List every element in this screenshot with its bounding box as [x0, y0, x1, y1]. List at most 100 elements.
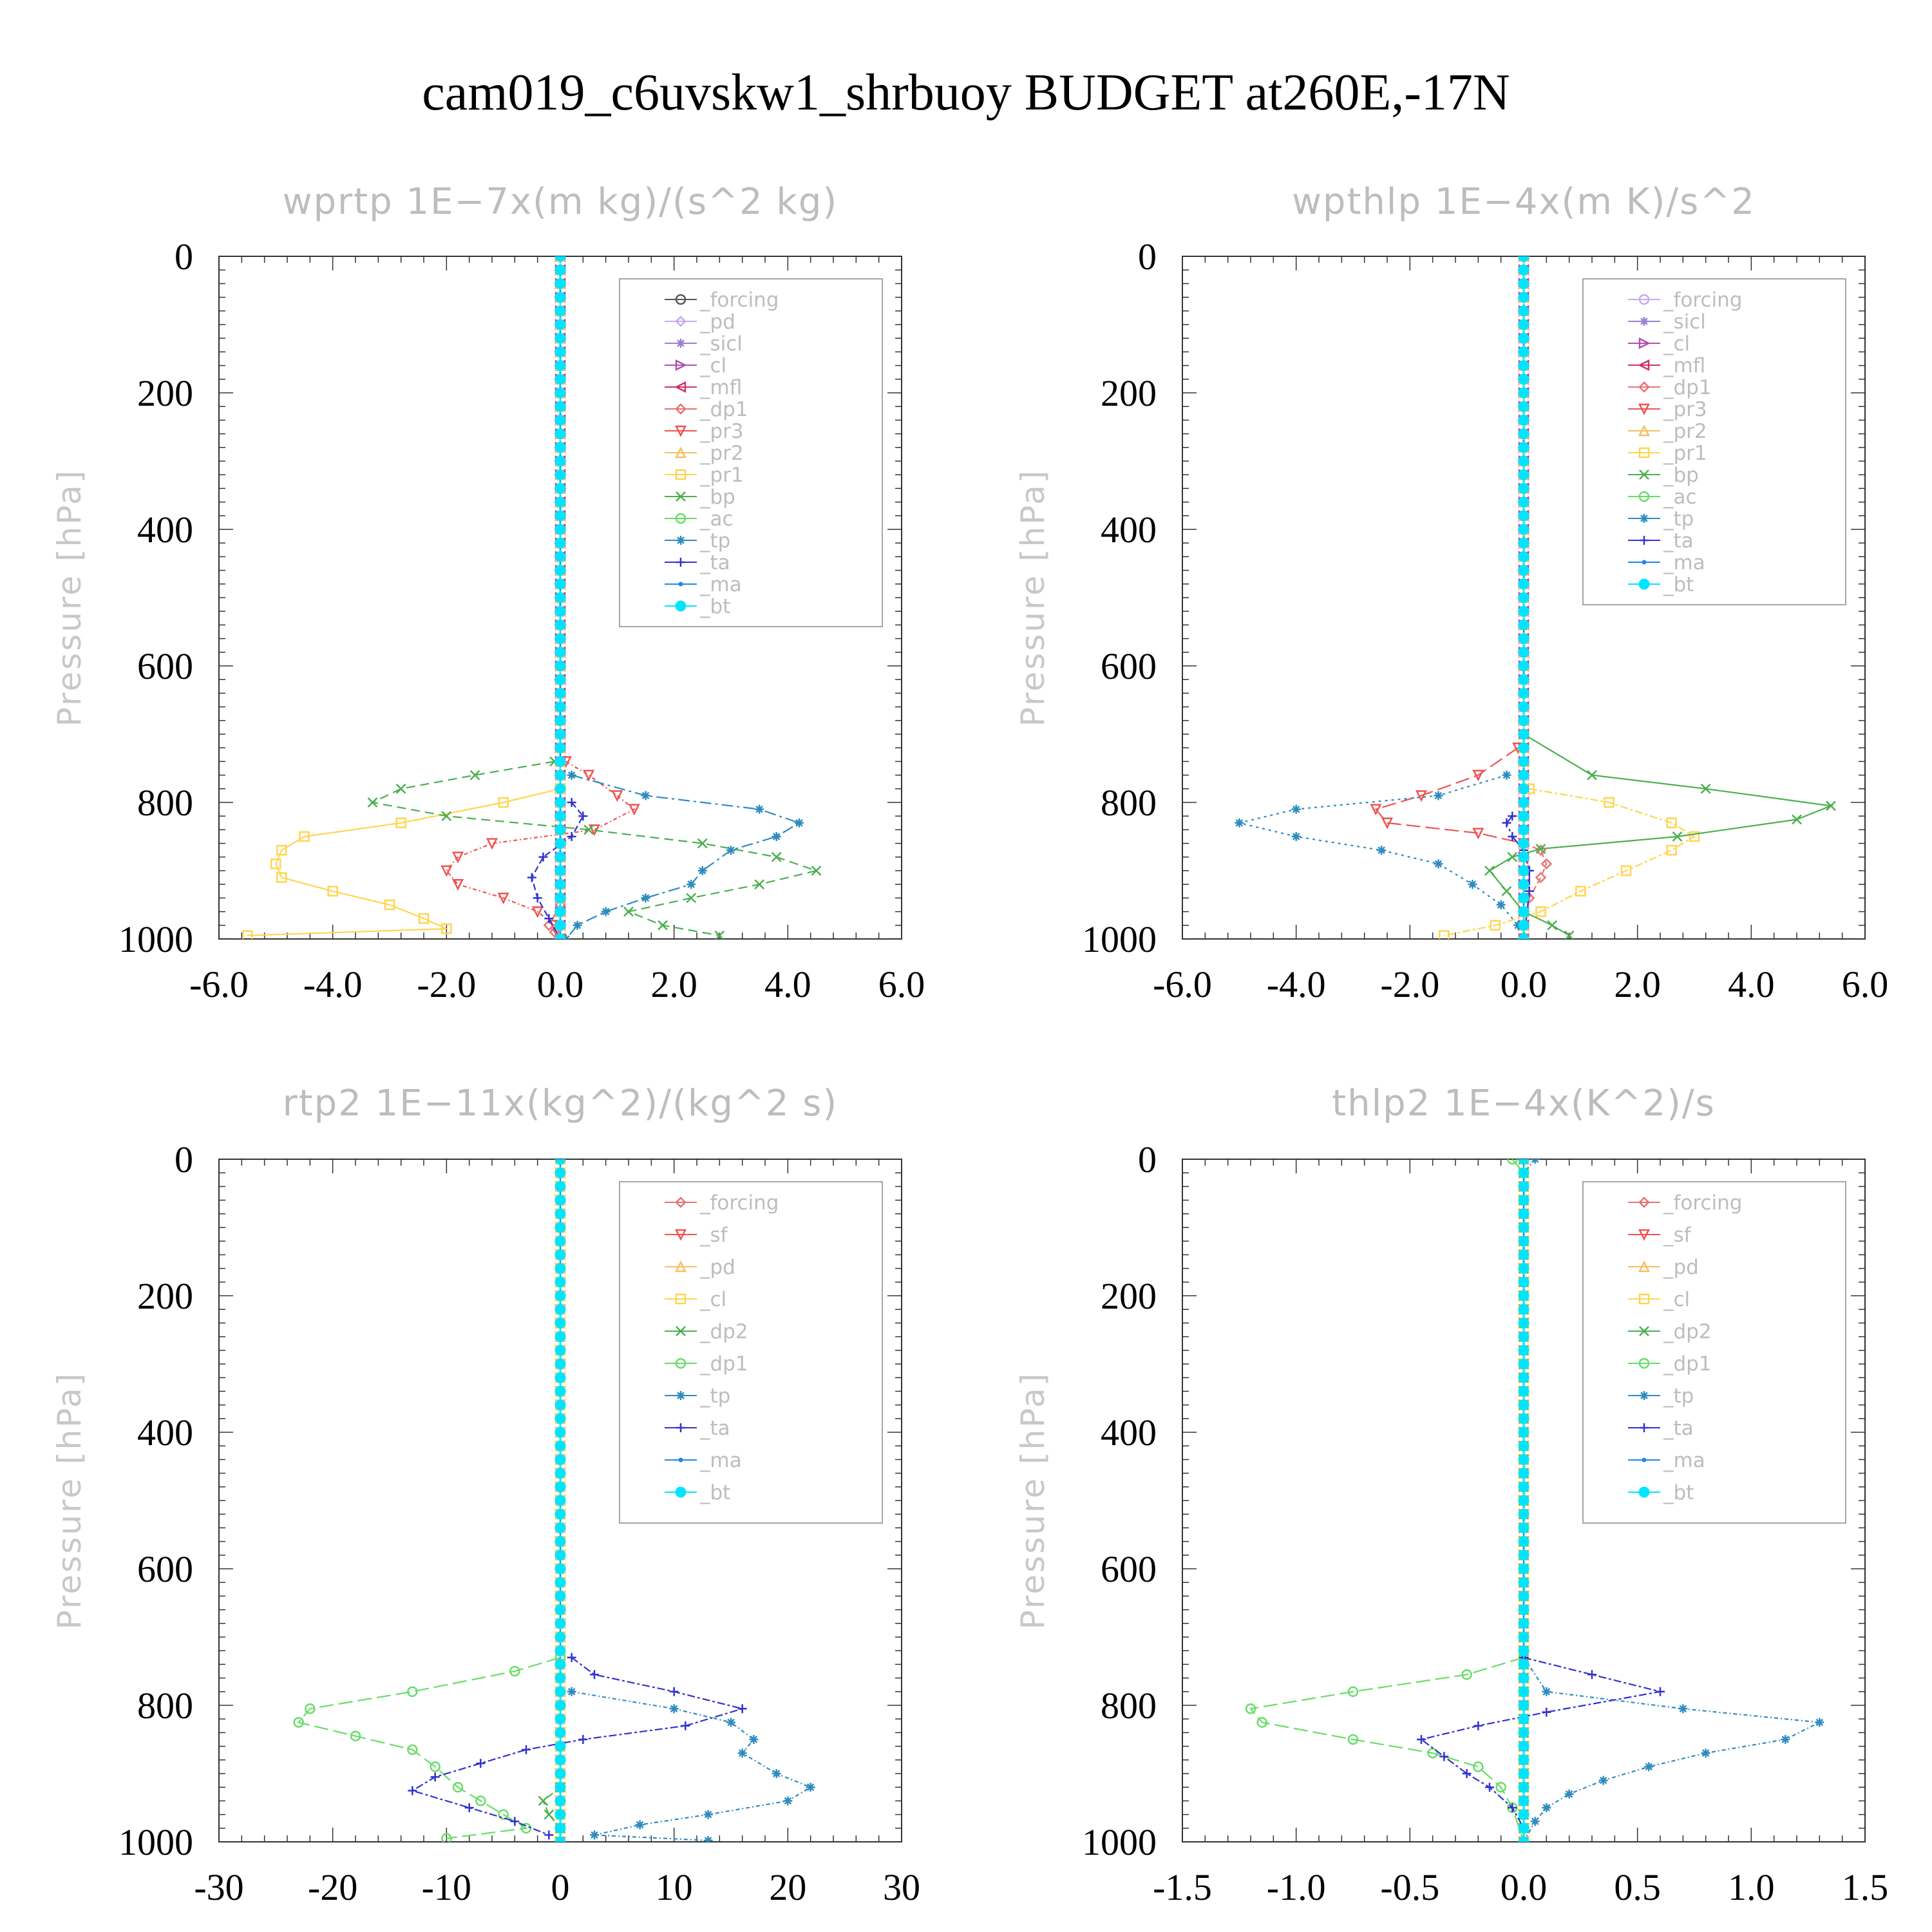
data-point — [1518, 387, 1530, 399]
legend-label: _pr2 — [699, 442, 744, 465]
data-point — [554, 414, 566, 426]
data-point — [554, 469, 566, 480]
data-point — [1689, 831, 1700, 842]
legend-marker — [1638, 403, 1651, 415]
data-point — [1235, 818, 1244, 828]
data-point — [554, 360, 566, 372]
data-point — [635, 1820, 645, 1830]
data-point — [1370, 804, 1382, 816]
data-point — [567, 832, 576, 841]
data-point — [1508, 1803, 1517, 1812]
data-point — [554, 810, 566, 822]
data-point — [1502, 818, 1511, 828]
data-point — [1518, 1809, 1530, 1821]
data-point — [554, 1727, 566, 1738]
legend-item: _pd — [1628, 1256, 1699, 1279]
legend-marker — [1642, 1457, 1647, 1463]
y-tick-label: 0 — [1138, 236, 1157, 278]
legend-item: _tp — [1628, 507, 1694, 531]
data-point — [299, 831, 310, 842]
data-point — [1518, 1590, 1530, 1602]
legend-marker — [1638, 1358, 1650, 1369]
data-point — [554, 660, 566, 672]
legend-marker — [1642, 560, 1647, 565]
y-tick-label: 800 — [137, 1685, 193, 1727]
data-point — [1542, 1803, 1551, 1812]
legend-item: _forcing — [665, 1191, 779, 1215]
y-tick-label: 400 — [137, 1412, 193, 1454]
series-bt — [1518, 256, 1530, 939]
data-point — [1518, 1672, 1530, 1684]
data-point — [554, 1372, 566, 1383]
data-point — [1564, 1789, 1574, 1799]
data-point — [1472, 770, 1484, 782]
data-point — [430, 1761, 440, 1772]
y-tick-label: 600 — [1101, 645, 1157, 687]
legend-label: _pr3 — [1663, 398, 1707, 421]
data-point — [1672, 831, 1683, 842]
data-point — [327, 886, 338, 897]
data-point — [554, 1481, 566, 1493]
legend-label: _ac — [699, 507, 734, 531]
x-tick-label: 6.0 — [1842, 963, 1889, 1005]
data-point — [755, 804, 764, 814]
data-point — [554, 1303, 566, 1315]
legend-marker — [676, 339, 685, 348]
legend-marker — [674, 446, 687, 459]
x-tick-label: -4.0 — [303, 963, 363, 1005]
data-point — [1518, 933, 1530, 939]
x-tick-label: 4.0 — [1728, 963, 1775, 1005]
legend-item: _ma — [1628, 1449, 1705, 1472]
legend-item: _ma — [665, 1449, 742, 1472]
x-tick-label: 0.0 — [1501, 963, 1548, 1005]
data-point — [554, 1809, 566, 1821]
legend-label: _pr3 — [699, 420, 744, 443]
series-tp — [1235, 770, 1528, 939]
data-point — [464, 1803, 474, 1812]
data-point — [697, 866, 707, 875]
legend-item: _cl — [1628, 1288, 1690, 1311]
data-point — [681, 1721, 690, 1730]
legend-label: _ma — [1663, 1449, 1705, 1472]
data-point — [669, 1704, 679, 1714]
legend-item: _ta — [665, 1417, 730, 1440]
data-point — [1518, 1768, 1530, 1779]
data-point — [554, 1345, 566, 1356]
data-point — [1518, 920, 1530, 931]
panel-title: thlp2 1E−4x(K^2)/s — [1332, 1083, 1716, 1124]
legend-marker — [1638, 1293, 1650, 1305]
legend-label: _mfl — [1663, 354, 1705, 377]
data-point — [1518, 1686, 1530, 1698]
data-point — [408, 1786, 417, 1795]
legend-marker — [1638, 1197, 1650, 1208]
minor-ticks — [219, 1159, 902, 1842]
data-point — [554, 1195, 566, 1206]
data-point — [737, 1704, 747, 1714]
series-line — [531, 802, 584, 939]
data-point — [554, 1768, 566, 1779]
panel-1: wprtp 1E−7x(m kg)/(s^2 kg) Pressure [hPa]… — [51, 181, 925, 1005]
panel-2: wpthlp 1E−4x(m K)/s^2 Pressure [hPa] -6.0 -… — [1014, 181, 1888, 1005]
data-point — [1256, 1717, 1267, 1728]
data-point — [1439, 930, 1450, 939]
data-point — [1518, 1331, 1530, 1343]
legend: _forcing _sf _pd _cl _dp2 _dp1 _tp _ta _ma _bt — [619, 1181, 883, 1524]
y-tick-label: 200 — [137, 1275, 193, 1317]
data-point — [1575, 886, 1586, 897]
data-point — [1518, 524, 1530, 535]
series-pr1 — [242, 783, 566, 939]
data-point — [554, 1522, 566, 1533]
legend-label: _ma — [699, 1449, 742, 1472]
data-point — [1518, 1563, 1530, 1575]
legend-marker — [676, 1391, 685, 1400]
data-point — [1587, 1670, 1596, 1680]
legend-label: _pr1 — [1663, 442, 1707, 465]
legend-item: _ma — [665, 573, 742, 596]
legend-item: _ta — [665, 551, 730, 574]
legend: _forcing_sicl_cl_mfl_dp1_pr3_pr2_pr1_bp_… — [1582, 278, 1846, 605]
x-tick-label: 20 — [769, 1866, 806, 1908]
data-point — [554, 374, 566, 385]
y-tick-label: 400 — [1101, 1412, 1157, 1454]
legend-marker — [675, 316, 687, 327]
data-point — [687, 880, 696, 889]
